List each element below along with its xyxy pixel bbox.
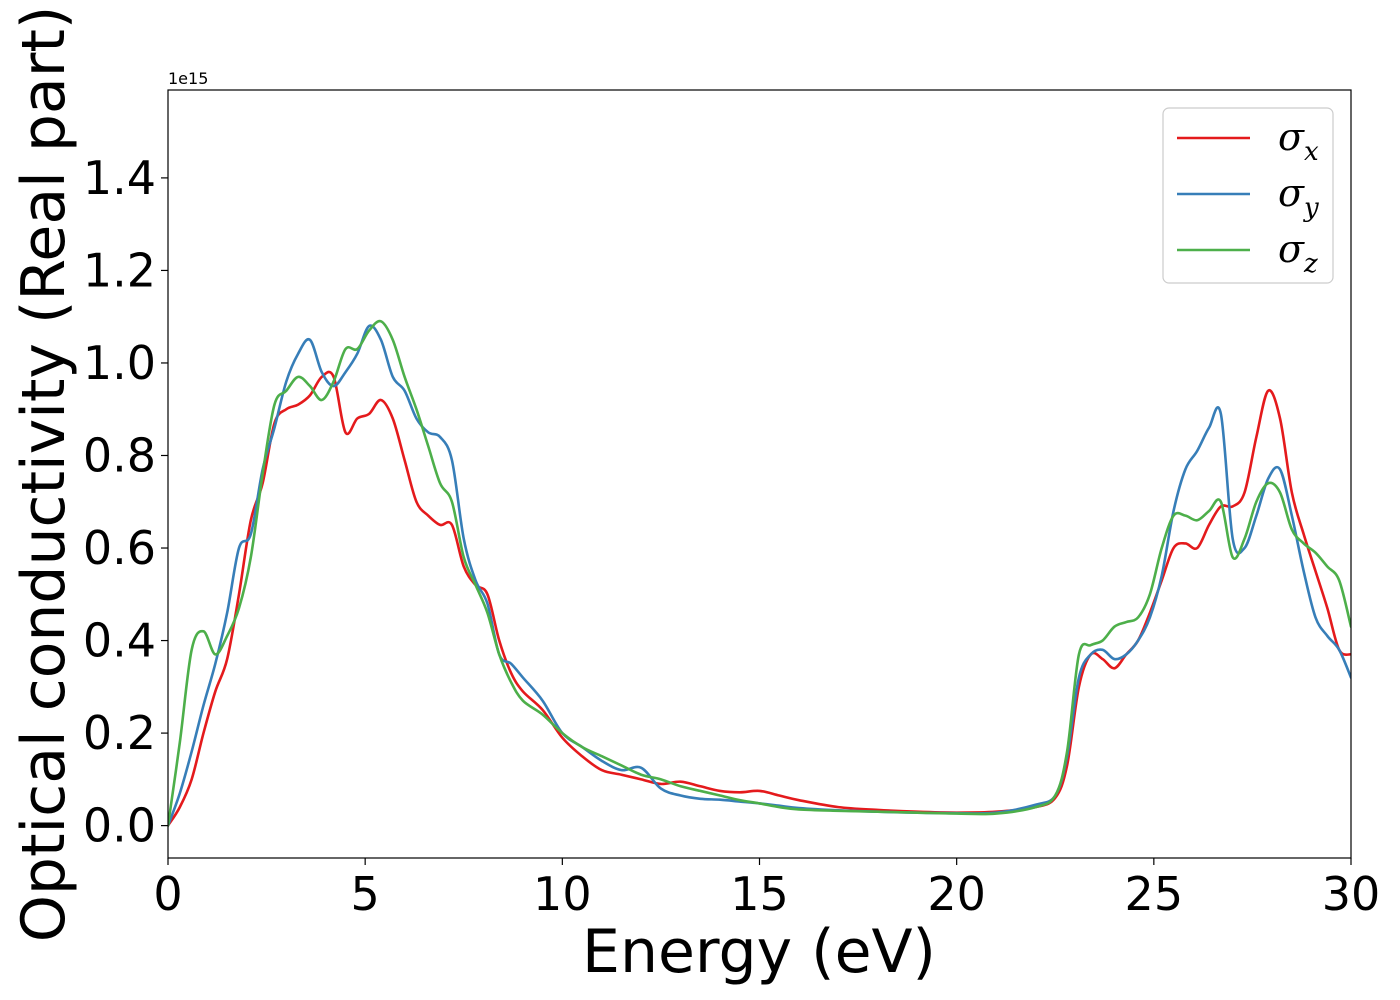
series-line-x — [168, 370, 1351, 827]
y-offset-label: 1e15 — [168, 69, 208, 88]
legend-label-z: σz — [1278, 227, 1318, 279]
legend-label-x: σx — [1278, 115, 1319, 167]
x-tick-label: 0 — [153, 867, 182, 921]
x-axis-ticks: 0 5 10 15 20 25 30 — [153, 858, 1380, 921]
y-tick-label: 0.6 — [83, 521, 156, 575]
legend-label-y: σy — [1278, 171, 1319, 223]
y-tick-label: 0.2 — [83, 706, 156, 760]
y-tick-label: 1.0 — [83, 336, 156, 390]
x-tick-label: 5 — [351, 867, 380, 921]
y-tick-label: 0.0 — [83, 799, 156, 853]
x-tick-label: 20 — [927, 867, 986, 921]
series-line-y — [168, 324, 1351, 827]
plot-lines — [168, 319, 1351, 827]
y-tick-label: 1.2 — [83, 243, 156, 297]
x-tick-label: 15 — [730, 867, 789, 921]
x-tick-label: 30 — [1322, 867, 1381, 921]
y-tick-label: 0.4 — [83, 614, 156, 668]
x-tick-label: 10 — [533, 867, 592, 921]
y-axis-label: Optical conductivity (Real part) — [9, 6, 79, 943]
y-axis-ticks: 0.0 0.2 0.4 0.6 0.8 1.0 1.2 1.4 — [83, 151, 168, 853]
y-tick-label: 0.8 — [83, 428, 156, 482]
x-axis-label: Energy (eV) — [582, 917, 936, 987]
legend-box — [1162, 107, 1334, 284]
y-tick-label: 1.4 — [83, 151, 156, 205]
series-line-z — [168, 319, 1351, 827]
x-tick-label: 25 — [1125, 867, 1184, 921]
